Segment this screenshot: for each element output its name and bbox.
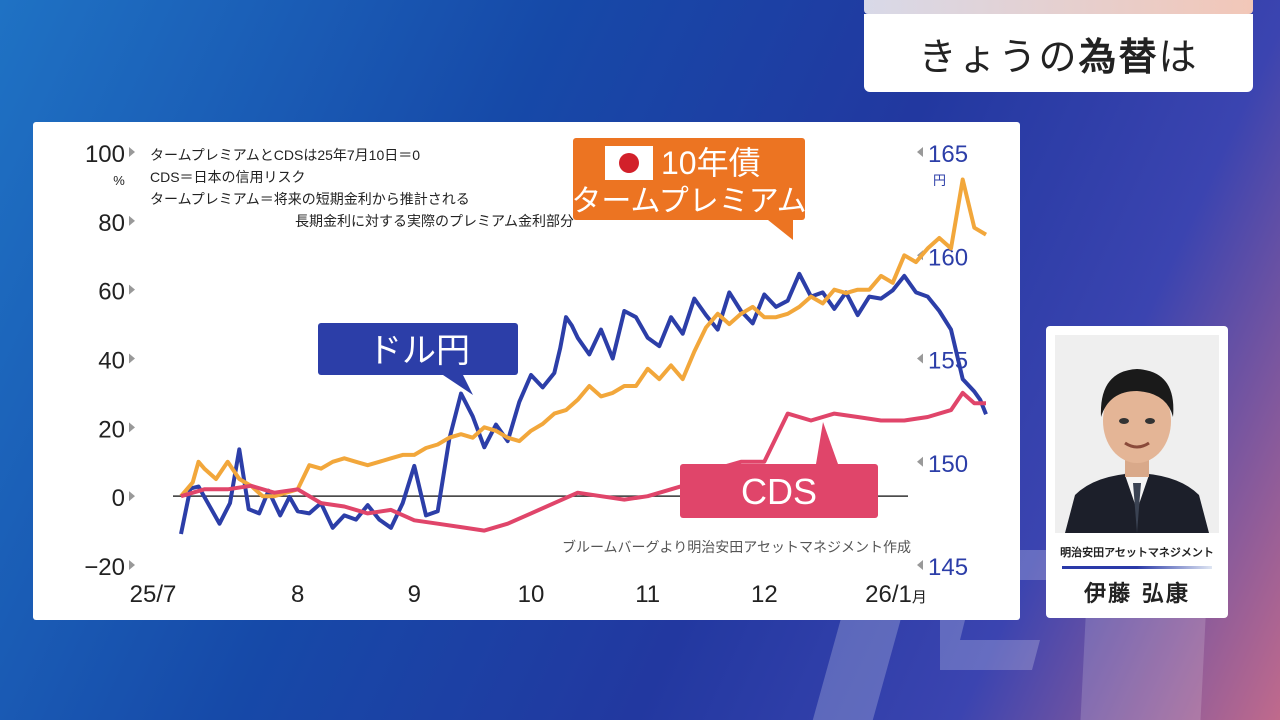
left-axis-tick-label: −20: [84, 554, 125, 581]
left-axis-tick-marker: [129, 215, 135, 226]
left-axis-tick-marker: [129, 147, 135, 157]
right-axis-tick-marker: [917, 456, 923, 467]
usdjpy-callout-box: [318, 323, 518, 375]
right-axis-tick-marker: [917, 353, 923, 364]
left-axis-tick-marker: [129, 284, 135, 295]
person-portrait-icon: [1055, 335, 1219, 533]
chart-note: タームプレミアム＝将来の短期金利から推計される: [150, 191, 470, 207]
right-axis-tick-label: 145: [928, 554, 968, 581]
left-axis-tick-label: 0: [112, 485, 125, 512]
x-axis-tick-label: 26/1月: [865, 581, 927, 608]
speaker-affiliation: 明治安田アセットマネジメント: [1060, 546, 1214, 559]
chart-note: タームプレミアムとCDSは25年7月10日＝0: [150, 147, 420, 163]
term-premium-callout-line2: タームプレミアム: [571, 185, 806, 218]
title-post: は: [1158, 34, 1199, 79]
cds-callout-pointer: [816, 422, 838, 464]
right-axis-tick-marker: [917, 147, 923, 157]
left-axis-tick-marker: [129, 353, 135, 364]
series-line-term-premium: [179, 177, 988, 499]
right-axis-tick-label: 160: [928, 244, 968, 271]
cds-callout-label: CDS: [741, 471, 817, 512]
x-axis-tick-label: 11: [635, 581, 660, 608]
left-axis-tick-label: 100: [85, 141, 125, 168]
left-axis-tick-label: 60: [98, 279, 125, 306]
left-axis-tick-label: 20: [98, 416, 125, 443]
term-premium-callout-pointer: [768, 220, 793, 240]
left-axis-tick-marker: [129, 560, 135, 570]
x-axis-tick-label: 12: [751, 581, 778, 608]
chart-note: 長期金利に対する実際のプレミアム金利部分: [295, 213, 574, 229]
x-axis-tick-label: 25/7: [130, 581, 177, 608]
chart-note: CDS＝日本の信用リスク: [150, 169, 306, 185]
term-premium-callout-line1: 10年債: [661, 145, 761, 181]
series-line-cds: [180, 390, 986, 533]
left-axis-tick-label: 40: [98, 348, 125, 375]
usdjpy-callout-label: ドル円: [368, 332, 470, 370]
speaker-photo: [1055, 335, 1219, 533]
usdjpy-callout-pointer: [443, 375, 473, 395]
title-highlight: 為替: [1078, 34, 1159, 79]
series-line-usdjpy: [179, 271, 988, 535]
speaker-name: 伊藤 弘康: [1084, 582, 1190, 607]
x-axis-tick-label: 9: [408, 581, 421, 608]
speaker-card: 明治安田アセットマネジメント 伊藤 弘康: [1046, 326, 1228, 618]
chart-source: ブルームバーグより明治安田アセットマネジメント作成: [562, 539, 911, 555]
right-axis-tick-marker: [917, 560, 923, 570]
left-axis-tick-label: 80: [98, 210, 125, 237]
title-pre: きょうの: [918, 34, 1079, 79]
x-axis-tick-label: 10: [518, 581, 545, 608]
left-axis-tick-marker: [129, 422, 135, 433]
chart-panel: 100 80 60 40 20 0 −20% 165 160 155 150 145 円 25/7 8 9 10…: [33, 122, 1020, 620]
right-axis-unit: 円: [933, 173, 946, 188]
left-axis-tick-marker: [129, 491, 135, 502]
title-accent-strip: [864, 0, 1253, 14]
japan-flag-circle: [619, 153, 639, 173]
page-title: きょうの 為替は: [864, 14, 1253, 92]
left-axis-unit: %: [113, 173, 125, 188]
affiliation-underline: [1062, 566, 1212, 569]
x-axis-tick-label: 8: [291, 581, 304, 608]
right-axis-tick-label: 165: [928, 141, 968, 168]
cds-callout-box: [680, 464, 878, 518]
right-axis-tick-label: 150: [928, 451, 968, 478]
